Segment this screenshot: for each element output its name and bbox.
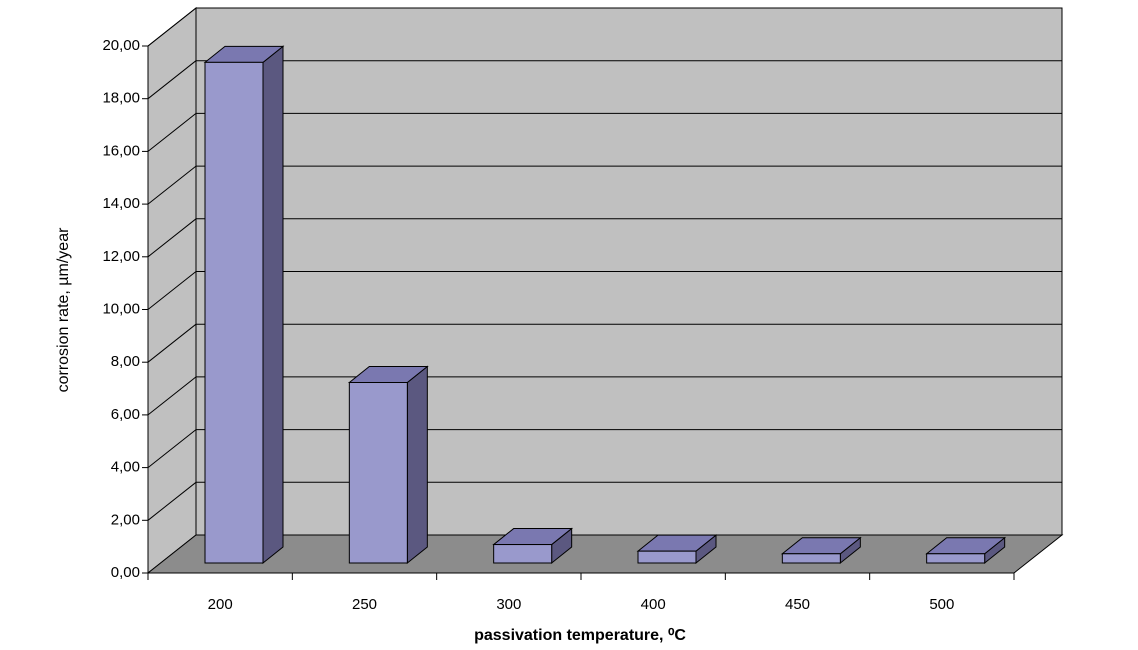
y-tick-label: 12,00 [102,248,140,265]
bar [926,553,986,564]
y-tick-label: 8,00 [111,353,140,370]
x-tick-label: 400 [641,596,666,613]
y-tick-label: 0,00 [111,564,140,581]
y-tick-label: 20,00 [102,37,140,54]
bar-side [262,45,284,565]
x-tick-label: 200 [208,596,233,613]
bar-side [406,365,428,565]
y-tick-label: 18,00 [102,90,140,107]
grid-line [147,429,197,468]
grid-line [147,323,197,363]
y-tick-label: 2,00 [111,511,140,528]
x-tick-label: 500 [929,596,954,613]
x-tick-label: 250 [352,596,377,613]
grid-line [147,481,197,521]
x-tick-label: 300 [496,596,521,613]
y-tick-label: 6,00 [111,406,140,423]
bar [637,550,697,564]
grid-line [147,271,197,310]
bar [781,553,841,564]
y-tick-label: 14,00 [102,195,140,212]
y-tick-label: 10,00 [102,300,140,317]
grid-line [147,165,197,205]
grid-line [147,218,197,258]
bar [348,382,408,564]
grid-line [147,113,197,152]
x-axis-label: passivation temperature, ⁰C [474,627,686,644]
bar [493,544,553,564]
grid-line [147,7,197,47]
bar [204,61,264,564]
grid-line [147,376,197,416]
y-tick-label: 4,00 [111,459,140,476]
grid-line [147,60,197,100]
y-axis-label: corrosion rate, µm/year [55,227,72,393]
x-tick-label: 450 [785,596,810,613]
floor [146,534,1064,574]
y-tick-label: 16,00 [102,142,140,159]
